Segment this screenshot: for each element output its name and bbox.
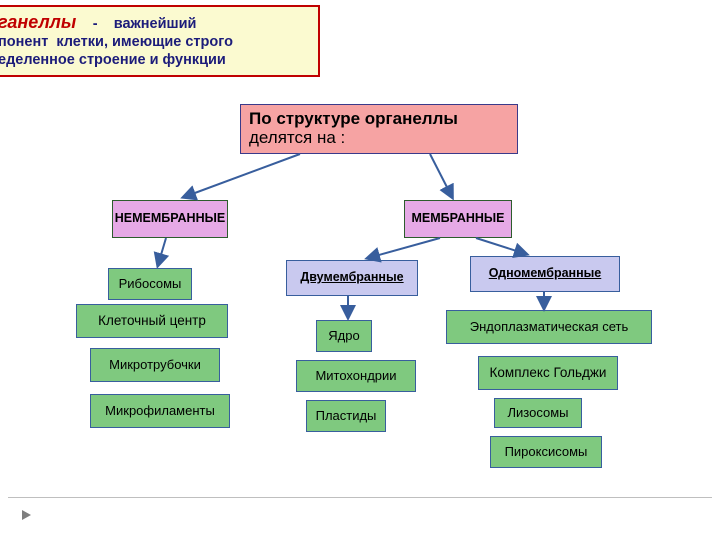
item-plastids: Пластиды [306, 400, 386, 432]
item-nucleus-label: Ядро [328, 329, 359, 343]
item-golgi-label: Комплекс Гольджи [490, 366, 607, 381]
item-mitochondria-label: Митохондрии [315, 369, 396, 383]
diagram-slide: { "definition": { "term": "ганеллы", "re… [0, 0, 720, 540]
definition-box: ганеллы - важнейший понент клетки, имеющ… [0, 5, 320, 77]
branch-membrane: МЕМБРАННЫЕ [404, 200, 512, 238]
item-plastids-label: Пластиды [316, 409, 377, 423]
root-line2: делятся на : [249, 129, 345, 148]
item-ribosomes-label: Рибосомы [119, 277, 182, 291]
item-ribosomes: Рибосомы [108, 268, 192, 300]
definition-text: ганеллы - важнейший понент клетки, имеющ… [0, 13, 312, 69]
definition-term: ганеллы [0, 12, 76, 32]
footer-divider [8, 497, 712, 498]
root-node: По структуре органеллы делятся на : [240, 104, 518, 154]
item-cell-center-label: Клеточный центр [98, 314, 206, 329]
item-lysosomes-label: Лизосомы [508, 406, 569, 420]
branch-nonmembrane-label: НЕМЕМБРАННЫЕ [115, 212, 225, 226]
sub-monomembrane: Одномембранные [470, 256, 620, 292]
branch-membrane-label: МЕМБРАННЫЕ [411, 212, 504, 226]
sub-monomembrane-label: Одномембранные [489, 267, 602, 281]
item-microfilaments-label: Микрофиламенты [105, 404, 215, 418]
item-er-label: Эндоплазматическая сеть [470, 320, 629, 334]
item-peroxisomes: Пироксисомы [490, 436, 602, 468]
branch-nonmembrane: НЕМЕМБРАННЫЕ [112, 200, 228, 238]
item-er: Эндоплазматическая сеть [446, 310, 652, 344]
item-lysosomes: Лизосомы [494, 398, 582, 428]
item-microfilaments: Микрофиламенты [90, 394, 230, 428]
item-peroxisomes-label: Пироксисомы [505, 445, 588, 459]
sub-bimembrane: Двумембранные [286, 260, 418, 296]
item-microtubules: Микротрубочки [90, 348, 220, 382]
item-golgi: Комплекс Гольджи [478, 356, 618, 390]
item-cell-center: Клеточный центр [76, 304, 228, 338]
item-microtubules-label: Микротрубочки [109, 358, 201, 372]
footer-play-icon [22, 510, 31, 520]
sub-bimembrane-label: Двумембранные [300, 271, 403, 285]
root-line1: По структуре органеллы [249, 110, 458, 129]
item-mitochondria: Митохондрии [296, 360, 416, 392]
item-nucleus: Ядро [316, 320, 372, 352]
